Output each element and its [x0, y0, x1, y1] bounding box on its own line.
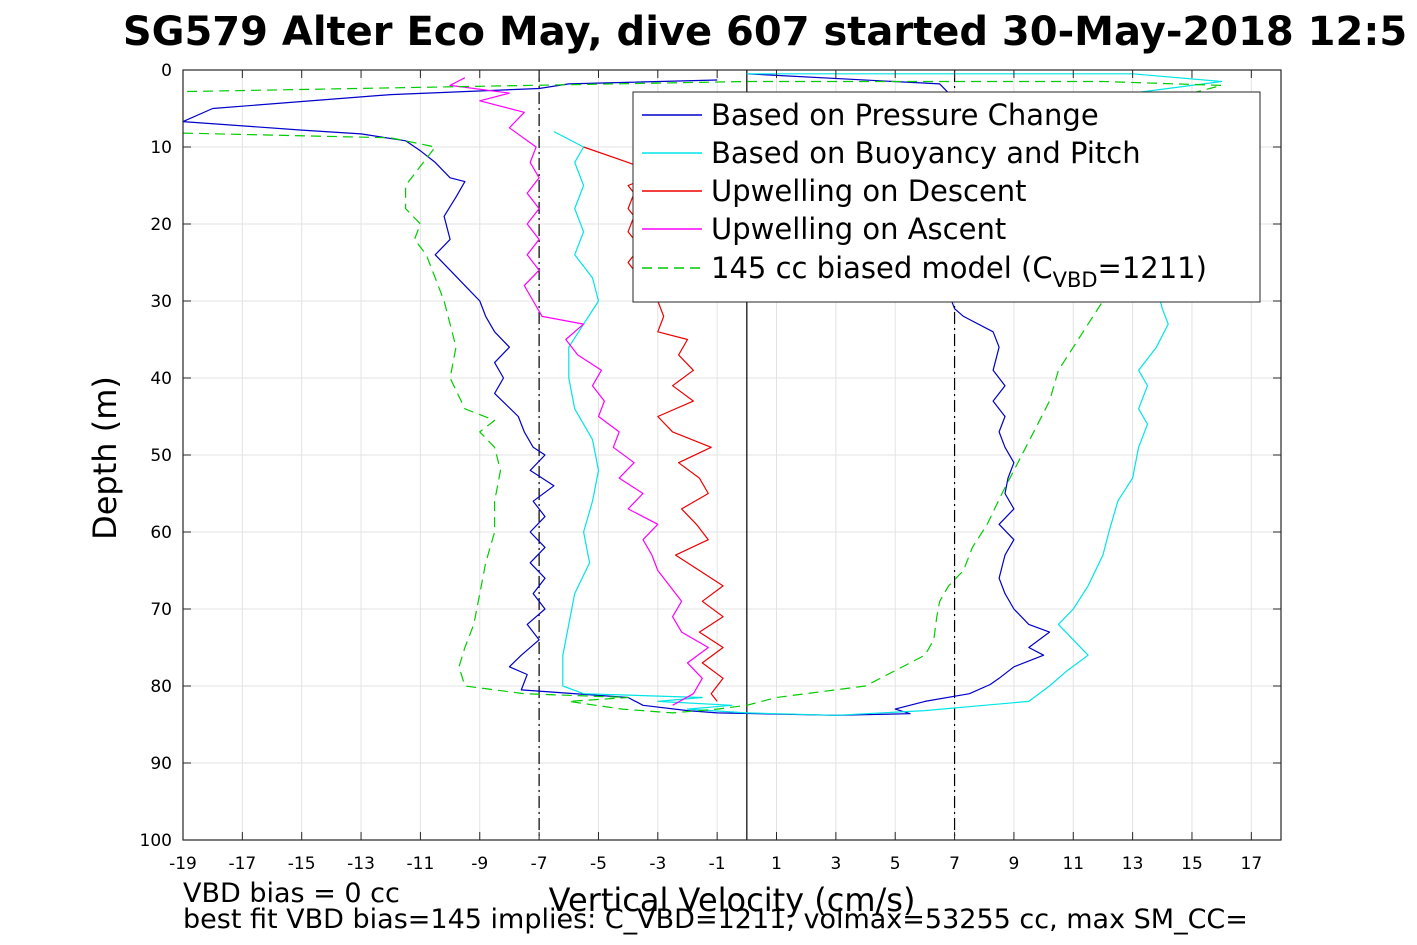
legend-model-subscript: VBD — [1053, 268, 1098, 292]
x-axis-ticks: -19 -17 -15 -13 -11 -9 -7 -5 -3 -1 1 3 5 7 9 11 13 15 17 — [169, 70, 1262, 874]
x-tick-label: 1 — [771, 854, 782, 874]
legend-label-upwelling-descent: Upwelling on Descent — [711, 174, 1027, 208]
x-tick-label: -9 — [471, 854, 488, 874]
legend-label-upwelling-ascent: Upwelling on Ascent — [711, 212, 1006, 246]
legend-label-buoyancy: Based on Buoyancy and Pitch — [711, 136, 1141, 170]
x-tick-label: 17 — [1241, 854, 1263, 874]
x-tick-label: -15 — [288, 854, 316, 874]
y-axis-label: Depth (m) — [86, 376, 124, 540]
x-tick-label: -17 — [228, 854, 256, 874]
legend-swatches — [642, 114, 702, 269]
legend-label-pressure: Based on Pressure Change — [711, 98, 1099, 132]
x-tick-label: 15 — [1181, 854, 1203, 874]
x-tick-label: -13 — [347, 854, 375, 874]
legend-box — [632, 91, 1261, 303]
y-tick-label: 90 — [150, 754, 172, 774]
vbd-bias-annotation: VBD bias = 0 cc — [183, 878, 400, 909]
x-tick-label: -5 — [590, 854, 607, 874]
legend-model-tail: =1211) — [1098, 251, 1207, 285]
x-tick-label: 11 — [1062, 854, 1084, 874]
y-tick-label: 80 — [150, 677, 172, 697]
x-tick-label: 9 — [1009, 854, 1020, 874]
y-tick-label: 0 — [161, 61, 172, 81]
y-tick-label: 60 — [150, 523, 172, 543]
y-axis-ticks: 0 10 20 30 40 50 60 70 80 90 100 — [140, 61, 1281, 851]
x-tick-label: -7 — [531, 854, 548, 874]
y-tick-label: 30 — [150, 292, 172, 312]
x-tick-label: -1 — [709, 854, 726, 874]
legend: Based on Pressure Change Based on Buoyan… — [632, 91, 1261, 303]
series-line-2 — [583, 146, 724, 702]
x-tick-label: 13 — [1122, 854, 1144, 874]
x-tick-label: 5 — [890, 854, 901, 874]
y-tick-label: 40 — [150, 369, 172, 389]
series-lines — [182, 73, 1223, 716]
y-tick-label: 20 — [150, 215, 172, 235]
y-tick-label: 50 — [150, 446, 172, 466]
series-line-1 — [553, 73, 1223, 716]
x-tick-label: -19 — [169, 854, 197, 874]
best-fit-annotation: best fit VBD bias=145 implies: C_VBD=121… — [183, 904, 1248, 935]
x-tick-label: -11 — [407, 854, 435, 874]
y-tick-label: 100 — [140, 831, 172, 851]
y-tick-label: 10 — [150, 138, 172, 158]
series-line-0 — [182, 73, 1051, 716]
legend-label-biased-model: 145 cc biased model (CVBD=1211) — [711, 251, 1207, 292]
series-line-3 — [449, 77, 709, 706]
y-tick-label: 70 — [150, 600, 172, 620]
chart-title: SG579 Alter Eco May, dive 607 started 30… — [123, 9, 1407, 55]
x-tick-label: 7 — [949, 854, 960, 874]
legend-model-text: 145 cc biased model (C — [711, 251, 1053, 285]
x-tick-label: 3 — [830, 854, 841, 874]
x-axis-label: Vertical Velocity (cm/s) — [549, 881, 916, 919]
x-tick-label: -3 — [649, 854, 666, 874]
